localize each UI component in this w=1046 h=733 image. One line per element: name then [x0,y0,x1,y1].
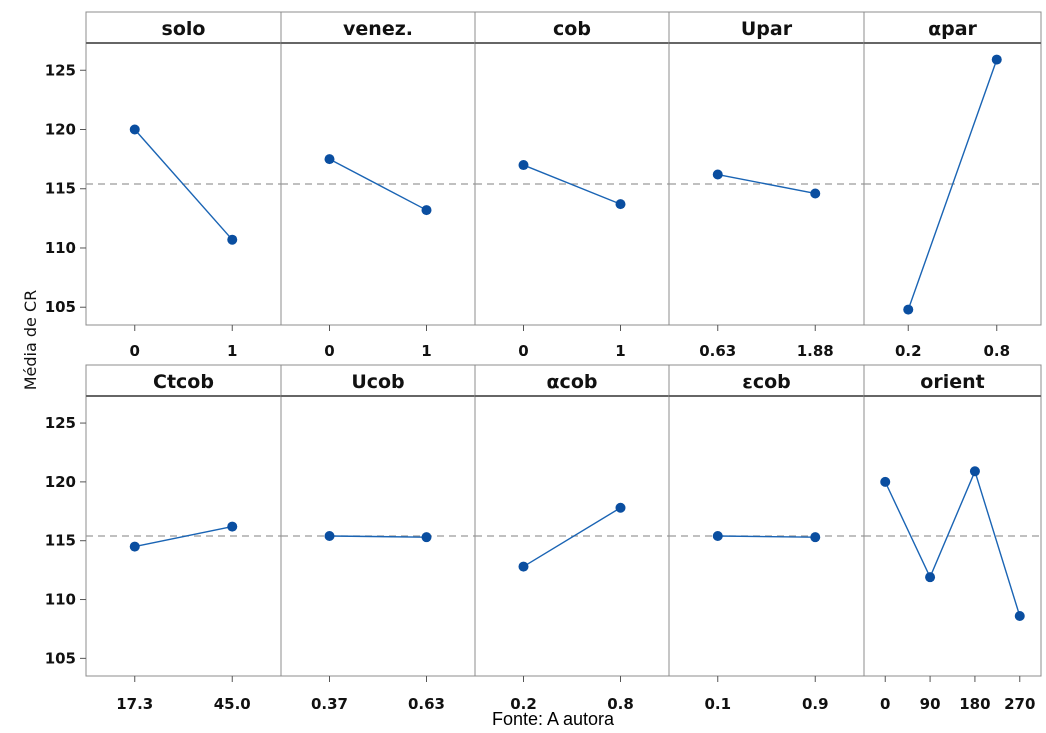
source-caption: Fonte: A autora [492,709,615,729]
x-tick-label: 0.8 [607,695,634,713]
data-point [903,304,914,315]
data-point [518,160,529,171]
x-tick-label: 270 [1004,695,1035,713]
y-tick-label: 110 [45,239,76,257]
data-point [129,124,140,135]
data-point [615,502,626,513]
data-point [712,531,723,541]
panel-title: εcob [742,371,791,393]
panel-frame [863,11,1042,326]
panel-title: solo [162,18,206,40]
data-point [324,531,335,541]
x-tick-label: 0 [130,342,140,360]
data-point [810,532,821,543]
data-point [810,188,821,199]
x-tick-label: 17.3 [116,695,153,713]
panel-frame [474,364,670,677]
data-point [227,234,238,245]
panel-title: cob [553,18,591,40]
y-tick-label: 115 [45,180,76,198]
panel-frame [474,11,670,326]
x-tick-label: 0.37 [311,695,348,713]
series-line [134,129,233,241]
panel-frame [85,364,282,677]
y-tick-label: 105 [45,298,76,316]
panel-frame [668,11,865,326]
data-point [129,541,140,552]
data-point [615,199,626,210]
panel-title: Upar [741,18,793,40]
x-tick-label: 0.2 [510,695,537,713]
panel-frame [85,11,282,326]
x-tick-label: 1 [227,342,237,360]
series-line [884,469,1021,617]
x-tick-label: 0.1 [704,695,731,713]
panel-frame [280,11,476,326]
data-point [712,169,723,180]
y-axis-label: Média de CR [21,290,40,391]
x-tick-label: 0.8 [983,342,1010,360]
series-line [523,507,621,568]
y-tick-label: 120 [45,473,76,491]
x-tick-label: 0 [324,342,334,360]
data-point [991,54,1002,65]
panel-title: venez. [343,18,413,40]
data-point [227,521,238,532]
panel-title: Ucob [351,371,404,393]
y-tick-label: 125 [45,414,76,432]
data-point [1014,611,1025,621]
x-tick-label: 0 [880,695,890,713]
series-line [717,535,816,538]
x-tick-label: 90 [920,695,941,713]
data-point [925,572,936,583]
x-tick-label: 45.0 [214,695,251,713]
data-point [324,154,335,165]
x-tick-label: 0 [518,342,528,360]
x-tick-label: 1.88 [797,342,834,360]
series-line [329,158,427,211]
series-line [523,164,621,205]
series-line [907,59,998,310]
x-tick-label: 0.63 [699,342,736,360]
series-line [717,173,816,195]
data-point [421,205,432,216]
x-tick-label: 0.2 [895,342,922,360]
x-tick-label: 1 [615,342,625,360]
y-tick-label: 125 [45,61,76,79]
data-point [518,561,529,572]
x-tick-label: 0.63 [408,695,445,713]
y-tick-label: 120 [45,120,76,138]
x-tick-label: 0.9 [802,695,829,713]
panel-frame [668,364,865,677]
series-line [134,525,233,548]
panel-frame [280,364,476,677]
series-line [329,535,427,538]
x-tick-label: 180 [959,695,990,713]
data-point [421,532,432,543]
panel-title: αcob [547,371,598,393]
panel-title: orient [920,371,984,393]
y-tick-label: 105 [45,649,76,667]
x-tick-label: 1 [421,342,431,360]
panel-title: Ctcob [153,371,214,393]
panel-title: αpar [928,18,977,40]
y-tick-label: 110 [45,591,76,609]
data-point [880,476,891,487]
panel-frame [863,364,1042,677]
y-tick-label: 115 [45,532,76,550]
data-point [969,466,980,477]
